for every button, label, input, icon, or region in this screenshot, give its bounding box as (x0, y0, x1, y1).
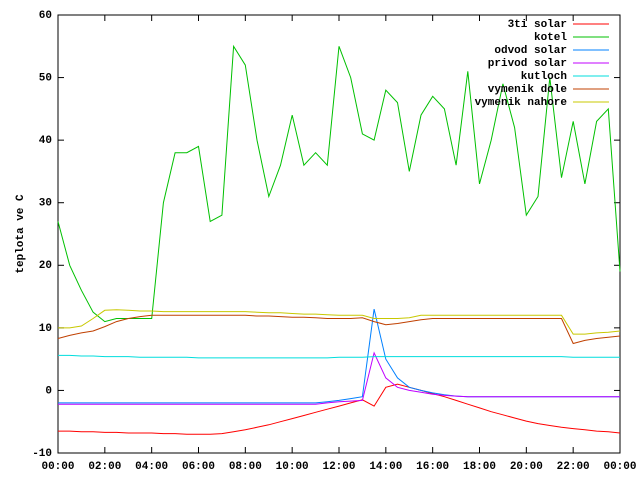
y-tick-label: 40 (39, 135, 52, 147)
series-line (58, 383, 621, 435)
legend-label: privod solar (488, 58, 567, 70)
series-line (58, 351, 620, 405)
y-tick-label: 0 (45, 385, 52, 397)
legend-label: 3ti solar (508, 19, 567, 31)
x-tick-label: 18:00 (463, 461, 496, 473)
x-tick-label: 02:00 (88, 461, 121, 473)
y-tick-label: 10 (39, 323, 52, 335)
series-line (57, 44, 621, 323)
x-tick-label: 00:00 (603, 461, 636, 473)
x-tick-label: 12:00 (322, 461, 355, 473)
y-tick-label: -10 (32, 448, 52, 460)
legend-label: vymenik dole (488, 84, 568, 96)
series-line (58, 309, 621, 335)
x-tick-label: 08:00 (229, 461, 262, 473)
y-tick-label: 30 (39, 198, 52, 210)
x-tick-label: 16:00 (416, 461, 449, 473)
legend-label: vymenik nahore (475, 97, 568, 109)
x-tick-label: 20:00 (510, 461, 543, 473)
x-tick-label: 14:00 (369, 461, 402, 473)
x-tick-label: 00:00 (41, 461, 74, 473)
x-tick-label: 06:00 (182, 461, 215, 473)
y-tick-label: 20 (39, 260, 52, 272)
series-line (57, 314, 621, 345)
x-tick-label: 22:00 (557, 461, 590, 473)
legend-label: odvod solar (494, 45, 567, 57)
y-axis-label: teplota ve C (15, 194, 27, 274)
y-tick-label: 60 (39, 10, 52, 22)
x-tick-label: 10:00 (276, 461, 309, 473)
legend-label: kotel (534, 32, 567, 44)
plot-border (57, 14, 621, 454)
series-line (58, 354, 620, 359)
legend-label: kutloch (521, 71, 567, 83)
x-tick-label: 04:00 (135, 461, 168, 473)
y-tick-label: 50 (39, 72, 52, 84)
